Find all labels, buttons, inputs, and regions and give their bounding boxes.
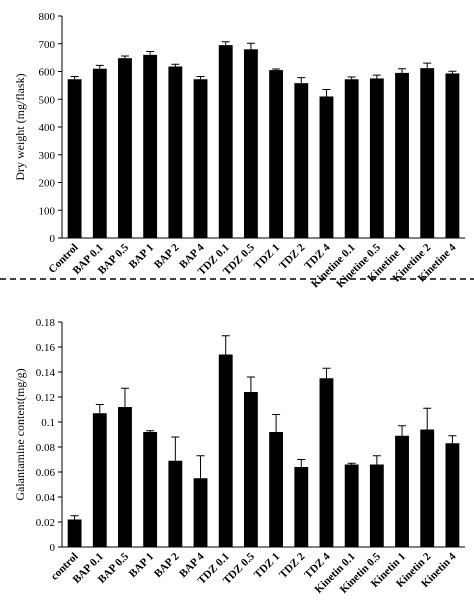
error-bar (70, 75, 79, 80)
error-bar (372, 74, 381, 79)
error-bar (120, 387, 129, 407)
error-bar (322, 89, 331, 97)
error-bar (70, 515, 79, 520)
bar (420, 429, 435, 547)
bar (344, 79, 359, 239)
error-bar (120, 55, 129, 59)
bar (67, 519, 82, 547)
error-bar (448, 70, 457, 74)
bar (319, 96, 334, 238)
y-tick-label: 0.14 (36, 367, 56, 379)
bar (420, 68, 435, 238)
bar (92, 68, 107, 238)
error-bar (372, 455, 381, 465)
bar (67, 79, 82, 239)
error-bar (246, 376, 255, 392)
error-bar (146, 51, 155, 55)
bar (369, 78, 384, 238)
y-tick-label: 0.12 (36, 392, 55, 404)
bar (168, 460, 183, 547)
x-tick-label: BAP 2 (152, 550, 182, 580)
error-bar (95, 64, 104, 69)
bar (445, 443, 460, 547)
x-tick-label: BAP 2 (152, 241, 182, 271)
bar (294, 467, 309, 547)
y-tick-label: 0 (50, 542, 56, 554)
bar (369, 464, 384, 547)
bar (395, 435, 409, 547)
error-bar (423, 62, 432, 69)
y-tick-label: 0.1 (41, 417, 55, 429)
bar (218, 354, 233, 547)
error-bar (322, 367, 331, 379)
bar (143, 432, 158, 547)
error-bar (146, 430, 155, 432)
y-tick-label: 800 (39, 11, 56, 23)
error-bar (272, 68, 281, 71)
error-bar (171, 63, 180, 67)
y-tick-label: 0.04 (36, 492, 56, 504)
x-tick-label: TDZ 2 (277, 241, 308, 272)
y-axis-label: Dry weight (mg/flask) (13, 73, 27, 180)
error-bar (221, 335, 230, 355)
y-tick-label: 0.02 (36, 517, 55, 529)
y-tick-label: 200 (39, 178, 56, 190)
bar (193, 79, 208, 239)
y-tick-label: 500 (39, 94, 56, 106)
error-bar (196, 455, 205, 479)
y-tick-label: 300 (39, 150, 56, 162)
bar (118, 58, 132, 239)
error-bar (272, 414, 281, 432)
bar (118, 407, 132, 547)
y-tick-label: 700 (39, 39, 56, 51)
error-bar (347, 462, 356, 465)
error-bar (347, 76, 356, 80)
error-bar (221, 41, 230, 46)
bar (395, 72, 409, 238)
bar (143, 54, 158, 238)
error-bar (95, 404, 104, 414)
bar (92, 413, 107, 547)
error-bar (398, 68, 407, 73)
y-tick-label: 100 (39, 205, 56, 217)
bar (269, 70, 284, 238)
bar (294, 83, 309, 238)
y-tick-label: 0.18 (36, 317, 56, 329)
y-axis-label: Galantamine content(mg/g) (13, 368, 27, 500)
error-bar (171, 436, 180, 461)
y-tick-label: 0.08 (36, 442, 56, 454)
x-tick-label: TDZ 1 (252, 551, 282, 581)
bar (218, 45, 233, 239)
x-tick-label: TDZ 2 (277, 550, 308, 581)
x-tick-label: BAP 1 (127, 551, 156, 580)
y-tick-label: 0 (50, 233, 56, 245)
bar (168, 66, 183, 238)
bar (445, 73, 460, 238)
y-tick-label: 400 (39, 122, 56, 134)
error-bar (246, 42, 255, 50)
x-tick-label: BAP 1 (127, 242, 156, 271)
error-bar (196, 75, 205, 80)
error-bar (423, 407, 432, 430)
y-tick-label: 0.16 (36, 342, 56, 354)
y-tick-label: 600 (39, 67, 56, 79)
error-bar (448, 435, 457, 444)
error-bar (297, 459, 306, 467)
error-bar (398, 425, 407, 436)
bar (193, 478, 208, 547)
y-tick-label: 0.06 (36, 467, 56, 479)
error-bar (297, 77, 306, 84)
bar (344, 464, 359, 547)
bar (319, 378, 334, 547)
bar (243, 49, 258, 238)
x-tick-label: TDZ 1 (252, 242, 282, 272)
bar (269, 432, 284, 547)
bar (243, 392, 258, 547)
